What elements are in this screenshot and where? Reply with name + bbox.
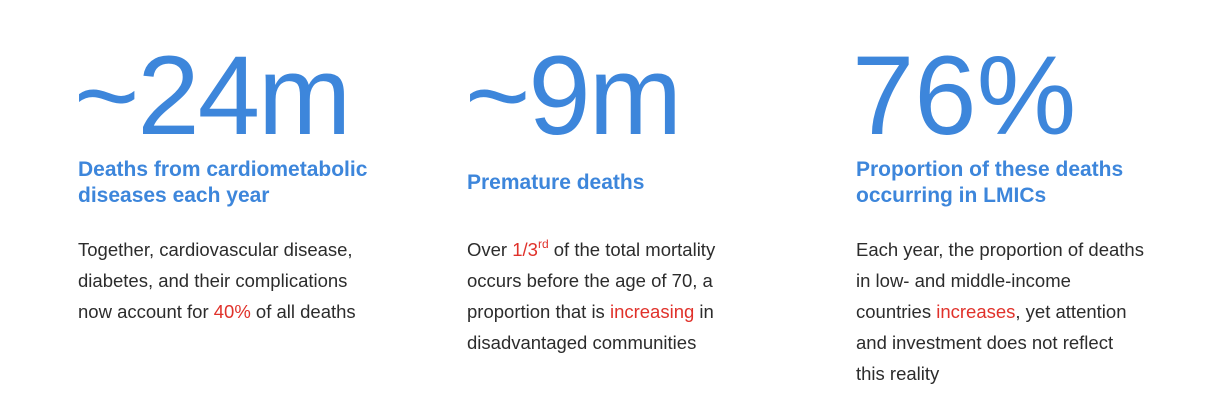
description-line-post: of the total mortality xyxy=(548,239,716,260)
description-line-post: in xyxy=(694,301,714,322)
stat-headline-line: Premature deaths xyxy=(467,171,645,194)
description-line: in low- and middle-income xyxy=(856,270,1071,291)
stat-figure: ~24m xyxy=(74,33,351,158)
fraction-suffix: rd xyxy=(537,236,549,251)
stat-headline: Deaths from cardiometabolic diseases eac… xyxy=(78,157,418,209)
description-line-pre: countries xyxy=(856,301,937,322)
highlighted-fraction: 1/3 xyxy=(512,239,538,260)
stat-headline: Proportion of these deaths occurring in … xyxy=(856,157,1196,209)
description-line-pre: proportion that is xyxy=(467,301,610,322)
stat-headline-line: Deaths from cardiometabolic xyxy=(78,158,368,181)
description-line-post: , yet attention xyxy=(1015,301,1127,322)
stat-description: Over 1/3rd of the total mortality occurs… xyxy=(467,234,807,358)
stat-figure: 76% xyxy=(852,33,1077,158)
stat-headline-line: diseases each year xyxy=(78,184,270,207)
description-line: occurs before the age of 70, a xyxy=(467,270,713,291)
highlighted-word: increasing xyxy=(609,301,695,322)
description-line: Each year, the proportion of deaths xyxy=(856,239,1144,260)
stat-figure: ~9m xyxy=(465,33,682,158)
description-line-pre: Over xyxy=(467,239,513,260)
stat-description: Together, cardiovascular disease, diabet… xyxy=(78,234,418,327)
description-line: Together, cardiovascular disease, xyxy=(78,239,353,260)
stat-description: Each year, the proportion of deaths in l… xyxy=(856,234,1196,389)
highlighted-word: increases xyxy=(936,301,1016,322)
description-line: this reality xyxy=(856,363,940,384)
description-line-pre: now account for xyxy=(78,301,214,322)
stat-headline: Premature deaths xyxy=(467,170,807,196)
stat-headline-line: Proportion of these deaths xyxy=(856,158,1124,181)
stat-headline-line: occurring in LMICs xyxy=(856,184,1047,207)
description-line: and investment does not reflect xyxy=(856,332,1114,353)
description-line: disadvantaged communities xyxy=(467,332,697,353)
description-line: diabetes, and their complications xyxy=(78,270,348,291)
description-line-post: of all deaths xyxy=(250,301,356,322)
highlighted-percentage: 40% xyxy=(213,301,251,322)
